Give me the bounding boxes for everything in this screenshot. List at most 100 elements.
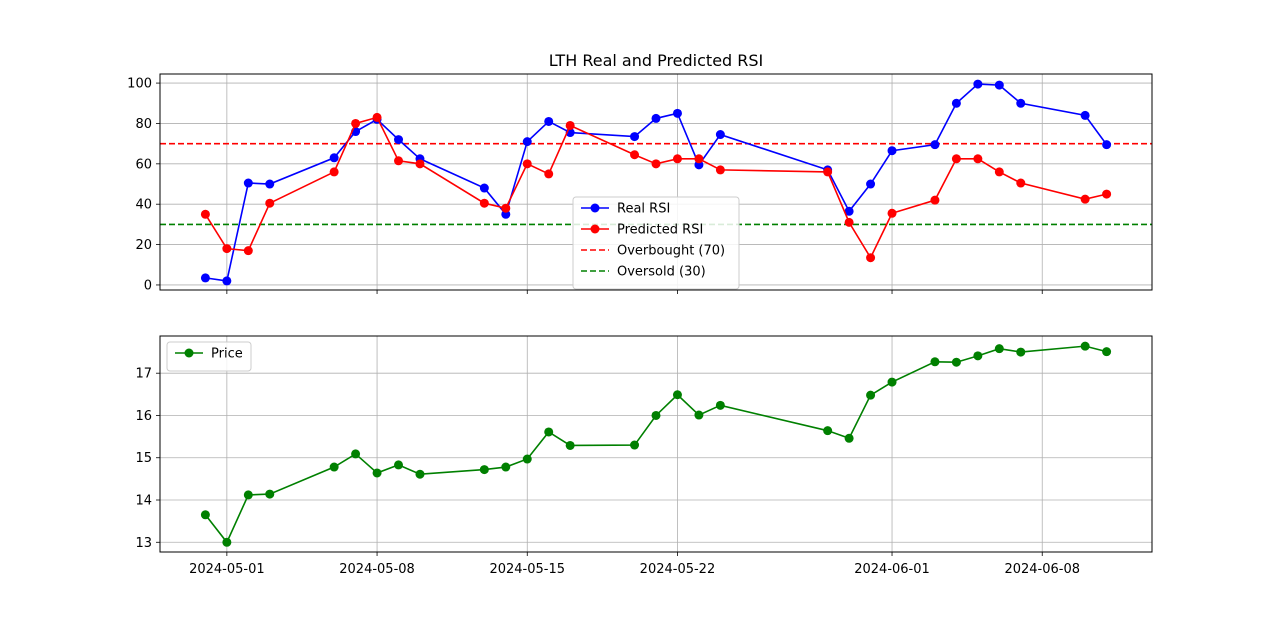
price-point	[630, 440, 640, 450]
price-ytick-label: 15	[135, 451, 152, 466]
real-rsi-point	[200, 273, 210, 283]
real-rsi-point	[522, 137, 532, 147]
predicted-rsi-point	[994, 167, 1004, 177]
legend-label: Real RSI	[617, 202, 670, 217]
price-point	[715, 400, 725, 410]
real-rsi-point	[994, 80, 1004, 90]
rsi-panel: LTH Real and Predicted RSI 020406080100 …	[127, 51, 1153, 294]
predicted-rsi-point	[501, 203, 511, 213]
predicted-rsi-point	[372, 112, 382, 122]
predicted-rsi-point	[200, 209, 210, 219]
rsi-ytick-label: 0	[144, 278, 152, 293]
legend-label: Predicted RSI	[617, 223, 703, 238]
predicted-rsi-point	[823, 167, 833, 177]
xtick-label: 2024-05-01	[189, 562, 265, 577]
legend-label: Price	[211, 347, 243, 362]
real-rsi-point	[887, 146, 897, 156]
price-point	[415, 469, 425, 479]
price-point	[565, 440, 575, 450]
price-point	[844, 433, 854, 443]
predicted-rsi-point	[394, 156, 404, 166]
predicted-rsi-point	[243, 246, 253, 256]
price-point	[1080, 341, 1090, 351]
price-point	[1016, 347, 1026, 357]
predicted-rsi-point	[479, 198, 489, 208]
price-point	[351, 449, 361, 459]
real-rsi-point	[394, 135, 404, 145]
predicted-rsi-point	[672, 154, 682, 164]
legend-label: Overbought (70)	[617, 244, 725, 259]
real-rsi-point	[1016, 98, 1026, 108]
real-rsi-point	[1102, 140, 1112, 150]
xtick-label: 2024-05-08	[339, 562, 415, 577]
rsi-ytick-label: 60	[135, 157, 152, 172]
predicted-rsi-point	[651, 159, 661, 169]
predicted-rsi-point	[887, 208, 897, 218]
real-rsi-point	[544, 116, 554, 126]
predicted-rsi-point	[973, 154, 983, 164]
legend-box	[572, 196, 740, 290]
rsi-ytick-label: 20	[135, 238, 152, 253]
real-rsi-point	[265, 179, 275, 189]
predicted-rsi-point	[544, 169, 554, 179]
price-point	[994, 344, 1004, 354]
xtick-label: 2024-06-08	[1004, 562, 1080, 577]
price-point	[329, 462, 339, 472]
real-rsi-line	[205, 83, 1108, 282]
price-ytick-label: 16	[135, 409, 152, 424]
legend-marker	[184, 348, 194, 358]
price-point	[394, 460, 404, 470]
rsi-ytick-label: 80	[135, 117, 152, 132]
real-rsi-point	[630, 132, 640, 142]
real-rsi-point	[844, 206, 854, 216]
price-point	[672, 390, 682, 400]
predicted-rsi-point	[265, 198, 275, 208]
rsi-plot-frame	[159, 73, 1153, 291]
price-point	[479, 465, 489, 475]
predicted-rsi-point	[222, 244, 232, 254]
legend-marker	[590, 224, 600, 234]
predicted-rsi-point	[951, 154, 961, 164]
predicted-rsi-point	[329, 167, 339, 177]
price-point	[243, 490, 253, 500]
real-rsi-point	[1080, 110, 1090, 120]
price-point	[694, 410, 704, 420]
predicted-rsi-point	[415, 159, 425, 169]
predicted-rsi-point	[866, 253, 876, 263]
legend-marker	[590, 203, 600, 213]
price-point	[951, 357, 961, 367]
predicted-rsi-point	[1080, 194, 1090, 204]
rsi-legend: Real RSI Predicted RSI Overbought (70) Over…	[572, 196, 740, 290]
predicted-rsi-point	[930, 195, 940, 205]
predicted-rsi-point	[1016, 178, 1026, 188]
price-point	[265, 489, 275, 499]
predicted-rsi-point	[630, 150, 640, 160]
price-ytick-label: 14	[135, 494, 152, 509]
real-rsi-point	[651, 113, 661, 123]
price-point	[372, 468, 382, 478]
price-legend: Price	[166, 341, 252, 372]
real-rsi-point	[329, 153, 339, 163]
predicted-rsi-point	[715, 165, 725, 175]
xtick-label: 2024-05-15	[489, 562, 565, 577]
price-point	[930, 357, 940, 367]
real-rsi-point	[479, 183, 489, 193]
price-point	[866, 390, 876, 400]
price-point	[222, 537, 232, 547]
real-rsi-point	[866, 179, 876, 189]
price-plot-frame	[159, 335, 1153, 553]
price-point	[200, 510, 210, 520]
price-point	[1102, 347, 1112, 357]
price-point	[522, 454, 532, 464]
real-rsi-point	[715, 130, 725, 140]
real-rsi-point	[973, 79, 983, 89]
real-rsi-point	[672, 108, 682, 118]
predicted-rsi-point	[1102, 189, 1112, 199]
price-ytick-label: 17	[135, 367, 152, 382]
price-point	[823, 426, 833, 436]
real-rsi-point	[222, 276, 232, 286]
price-ytick-label: 13	[135, 536, 152, 551]
price-point	[973, 351, 983, 361]
predicted-rsi-point	[522, 159, 532, 169]
